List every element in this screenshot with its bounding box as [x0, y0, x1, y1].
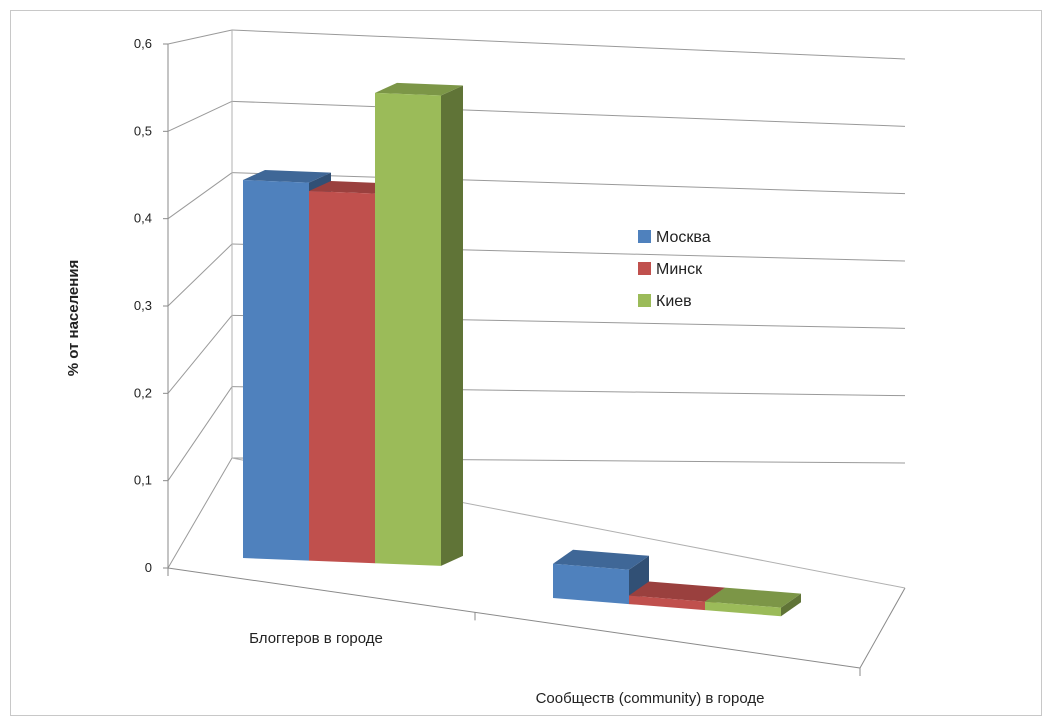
floor-right-edge [859, 587, 906, 669]
y-axis-label: % от населения [65, 260, 82, 377]
category-labels: Блоггеров в городе Сообществ (community) … [249, 630, 764, 707]
bar-top [629, 581, 725, 602]
legend-label: Москва [656, 229, 711, 246]
chart-frame [10, 10, 1042, 716]
grid-line-back [231, 100, 906, 127]
bars [243, 82, 801, 617]
bar-Киев [705, 587, 801, 617]
bar-front [553, 563, 629, 605]
grid-line-side [167, 100, 233, 132]
grid-line-side [167, 457, 233, 569]
legend-swatch [638, 262, 651, 275]
bar-front [705, 601, 781, 617]
legend-swatch [638, 230, 651, 243]
y-tick-labels: 0 0,1 0,2 0,3 0,4 0,5 0,6 [134, 36, 152, 575]
y-tick-label: 0,4 [134, 211, 152, 226]
grid-line-side [167, 29, 233, 45]
bar-front [629, 595, 705, 611]
y-tick-label: 0 [145, 560, 152, 575]
legend-label: Минск [656, 261, 703, 278]
bar-Киев [375, 82, 463, 566]
grid-line-side [167, 172, 233, 220]
bar-top [705, 587, 801, 608]
y-tick-label: 0,3 [134, 298, 152, 313]
grid-line-side [167, 243, 233, 307]
legend-swatch [638, 294, 651, 307]
bar-side [781, 593, 801, 617]
y-tick-label: 0,5 [134, 123, 152, 138]
bar-top [553, 549, 649, 570]
grid-line-back [231, 172, 906, 195]
legend-label: Киев [656, 293, 692, 310]
bar-top [375, 82, 463, 96]
bar-front [309, 191, 375, 564]
legend: Москва Минск Киев [638, 229, 711, 310]
bar-front [243, 180, 309, 561]
axes [163, 30, 906, 676]
bar-top [243, 170, 331, 183]
bar-side [441, 85, 463, 566]
grid-line-side [167, 315, 233, 394]
y-tick-label: 0,6 [134, 36, 152, 51]
grid-line-side [167, 386, 233, 481]
grid-line-back [231, 29, 906, 60]
category-label: Блоггеров в городе [249, 630, 383, 647]
y-tick-label: 0,2 [134, 385, 152, 400]
bar-front [375, 92, 441, 566]
category-label: Сообществ (community) в городе [536, 690, 765, 707]
y-tick-label: 0,1 [134, 473, 152, 488]
x-axis [167, 567, 861, 669]
